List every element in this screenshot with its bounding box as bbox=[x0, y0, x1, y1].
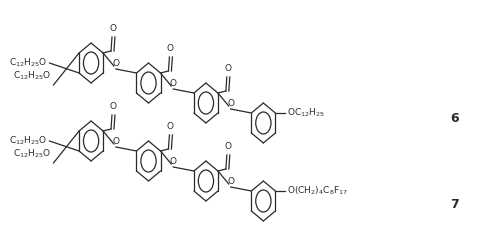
Text: OC$_{12}$H$_{25}$: OC$_{12}$H$_{25}$ bbox=[287, 107, 326, 119]
Text: O: O bbox=[224, 64, 232, 73]
Text: O: O bbox=[170, 79, 177, 88]
Text: O: O bbox=[224, 142, 232, 151]
Text: O: O bbox=[112, 58, 119, 68]
Text: C$_{12}$H$_{25}$O: C$_{12}$H$_{25}$O bbox=[13, 147, 52, 160]
Text: 6: 6 bbox=[450, 112, 459, 124]
Text: O(CH$_{2}$)$_{4}$C$_{8}$F$_{17}$: O(CH$_{2}$)$_{4}$C$_{8}$F$_{17}$ bbox=[287, 185, 348, 197]
Text: O: O bbox=[227, 177, 234, 185]
Text: C$_{12}$H$_{25}$O: C$_{12}$H$_{25}$O bbox=[10, 57, 48, 69]
Text: O: O bbox=[110, 24, 116, 33]
Text: 7: 7 bbox=[450, 199, 459, 212]
Text: C$_{12}$H$_{25}$O: C$_{12}$H$_{25}$O bbox=[13, 69, 52, 82]
Text: O: O bbox=[170, 157, 177, 165]
Text: O: O bbox=[110, 102, 116, 111]
Text: O: O bbox=[112, 137, 119, 145]
Text: O: O bbox=[167, 122, 174, 131]
Text: O: O bbox=[227, 99, 234, 107]
Text: O: O bbox=[167, 44, 174, 53]
Text: C$_{12}$H$_{25}$O: C$_{12}$H$_{25}$O bbox=[10, 135, 48, 147]
